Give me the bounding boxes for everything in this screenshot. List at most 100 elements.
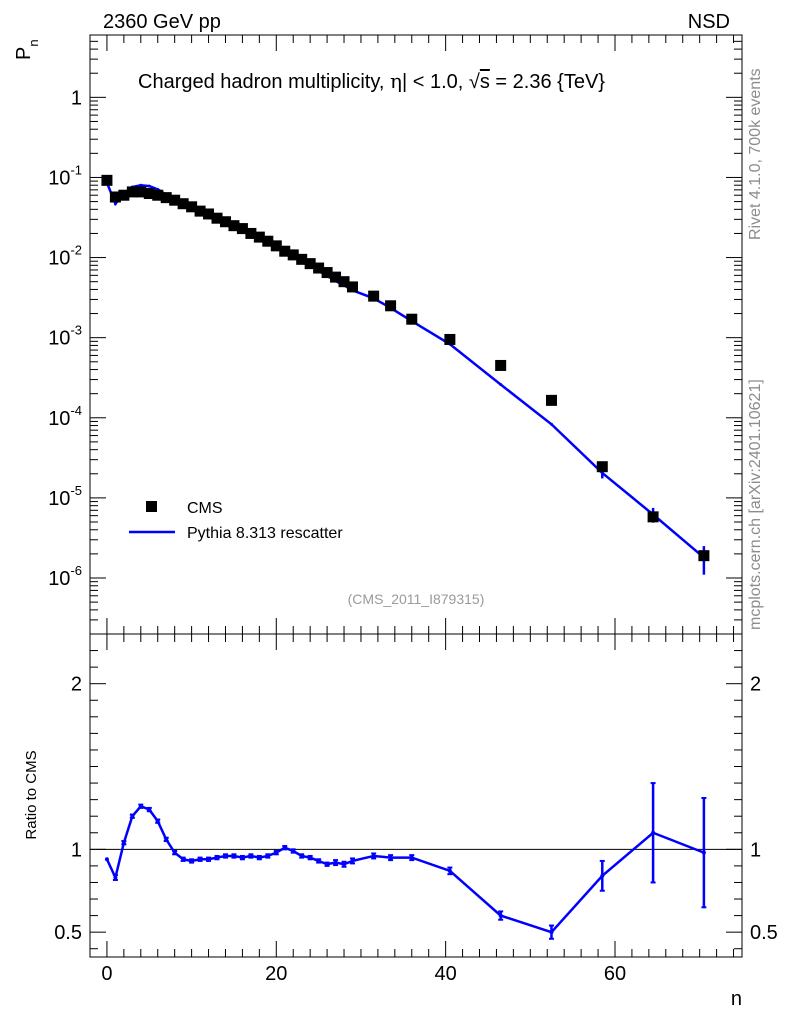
cms-data-point <box>262 235 274 247</box>
cms-data-point <box>296 253 308 265</box>
ratio-point <box>342 862 347 867</box>
cms-data-point <box>152 189 164 201</box>
ratio-point <box>257 855 262 860</box>
ratio-point <box>371 853 376 858</box>
ratio-y-tick-label-right: 2 <box>750 674 761 696</box>
ratio-point <box>600 873 605 878</box>
legend-marker-cms <box>146 501 157 512</box>
ratio-point <box>231 853 236 858</box>
ratio-point <box>291 848 296 853</box>
cms-data-point <box>109 191 121 203</box>
analysis-watermark: (CMS_2011_I879315) <box>348 591 485 607</box>
ratio-y-tick-label: 0.5 <box>54 922 82 944</box>
ratio-point <box>549 930 554 935</box>
main-y-tick-label: 10-3 <box>48 323 82 350</box>
cms-data-point <box>253 231 265 243</box>
ratio-point <box>130 814 135 819</box>
main-cms-series <box>101 174 710 562</box>
cms-data-point <box>368 290 380 302</box>
ratio-point <box>265 853 270 858</box>
main-y-tick-label: 10-1 <box>48 162 82 189</box>
cms-data-point <box>219 216 231 228</box>
cms-data-point <box>211 212 223 224</box>
main-y-axis-label: Pn <box>13 39 41 60</box>
x-tick-label: 20 <box>265 963 287 985</box>
ratio-mc-series <box>104 782 707 940</box>
ratio-point <box>240 855 245 860</box>
ratio-y-tick-label: 2 <box>71 674 82 696</box>
ratio-point <box>138 804 143 809</box>
legend-label-pythia: Pythia 8.313 rescatter <box>187 525 343 542</box>
cms-data-point <box>135 186 147 198</box>
cms-data-point <box>330 271 342 283</box>
cms-data-point <box>287 249 299 261</box>
cms-data-point <box>279 245 291 257</box>
legend-label-cms: CMS <box>187 500 223 517</box>
cms-data-point <box>126 186 138 198</box>
cms-data-point <box>313 262 325 274</box>
cms-data-point <box>245 227 257 239</box>
main-y-tick-label: 10-5 <box>48 483 82 510</box>
ratio-point <box>308 855 313 860</box>
ratio-point <box>325 862 330 867</box>
cms-data-point <box>143 188 155 200</box>
ratio-point <box>299 853 304 858</box>
cms-data-point <box>118 189 130 201</box>
ratio-point <box>189 858 194 863</box>
cms-data-point <box>186 201 198 213</box>
cms-data-point <box>203 208 215 220</box>
rivet-version-label: Rivet 4.1.0, 700k events <box>747 68 764 240</box>
cms-data-point <box>385 300 397 312</box>
cms-data-point <box>338 276 350 288</box>
ratio-y-tick-label-right: 1 <box>750 839 761 861</box>
cms-data-point <box>698 550 710 562</box>
ratio-point <box>350 858 355 863</box>
cms-data-point <box>321 267 333 279</box>
chart-title: Charged hadron multiplicity, η| < 1.0, √… <box>138 69 605 93</box>
ratio-point <box>651 830 656 835</box>
ratio-point <box>113 875 118 880</box>
cms-data-point <box>160 192 172 204</box>
cms-data-point <box>596 461 608 473</box>
ratio-point <box>215 855 220 860</box>
ratio-panel-ticks: 0.5 0.51 12 20 20 40 60 <box>54 634 778 985</box>
cms-data-point <box>444 333 456 345</box>
ratio-point <box>248 853 253 858</box>
ratio-point <box>388 855 393 860</box>
x-axis-label: n <box>731 988 742 1010</box>
cms-data-point <box>228 220 240 232</box>
ratio-point <box>447 868 452 873</box>
ratio-panel-frame <box>89 633 743 958</box>
ratio-y-axis-label: Ratio to CMS <box>23 750 40 839</box>
ratio-point <box>172 850 177 855</box>
ratio-point <box>181 857 186 862</box>
cms-data-point <box>169 194 181 206</box>
main-y-tick-label: 10-6 <box>48 563 82 590</box>
ratio-point <box>274 850 279 855</box>
main-y-tick-label: 10-4 <box>48 403 82 430</box>
ratio-point <box>206 857 211 862</box>
cms-data-point <box>495 359 507 371</box>
ratio-point <box>198 857 203 862</box>
ratio-point <box>409 855 414 860</box>
mc-point <box>499 383 503 387</box>
ratio-point <box>155 819 160 824</box>
main-y-tick-label: 10-2 <box>48 243 82 270</box>
ratio-point <box>223 853 228 858</box>
ratio-line <box>105 804 705 934</box>
ratio-point <box>498 913 503 918</box>
mcplots-source-label: mcplots.cern.ch [arXiv:2401.10621] <box>747 379 764 630</box>
x-tick-label: 60 <box>604 963 626 985</box>
cms-data-point <box>101 174 113 186</box>
header-left-label: 2360 GeV pp <box>103 11 221 33</box>
cms-data-point <box>270 240 282 252</box>
cms-data-point <box>545 394 557 406</box>
cms-data-point <box>194 205 206 217</box>
ratio-point <box>316 858 321 863</box>
mc-point <box>139 183 143 187</box>
main-panel-ticks: 10-6 10-5 10-4 10-3 10-2 10-1 1 <box>48 34 742 635</box>
ratio-point <box>121 840 126 845</box>
main-panel-frame <box>89 34 743 635</box>
cms-data-point <box>236 223 248 235</box>
